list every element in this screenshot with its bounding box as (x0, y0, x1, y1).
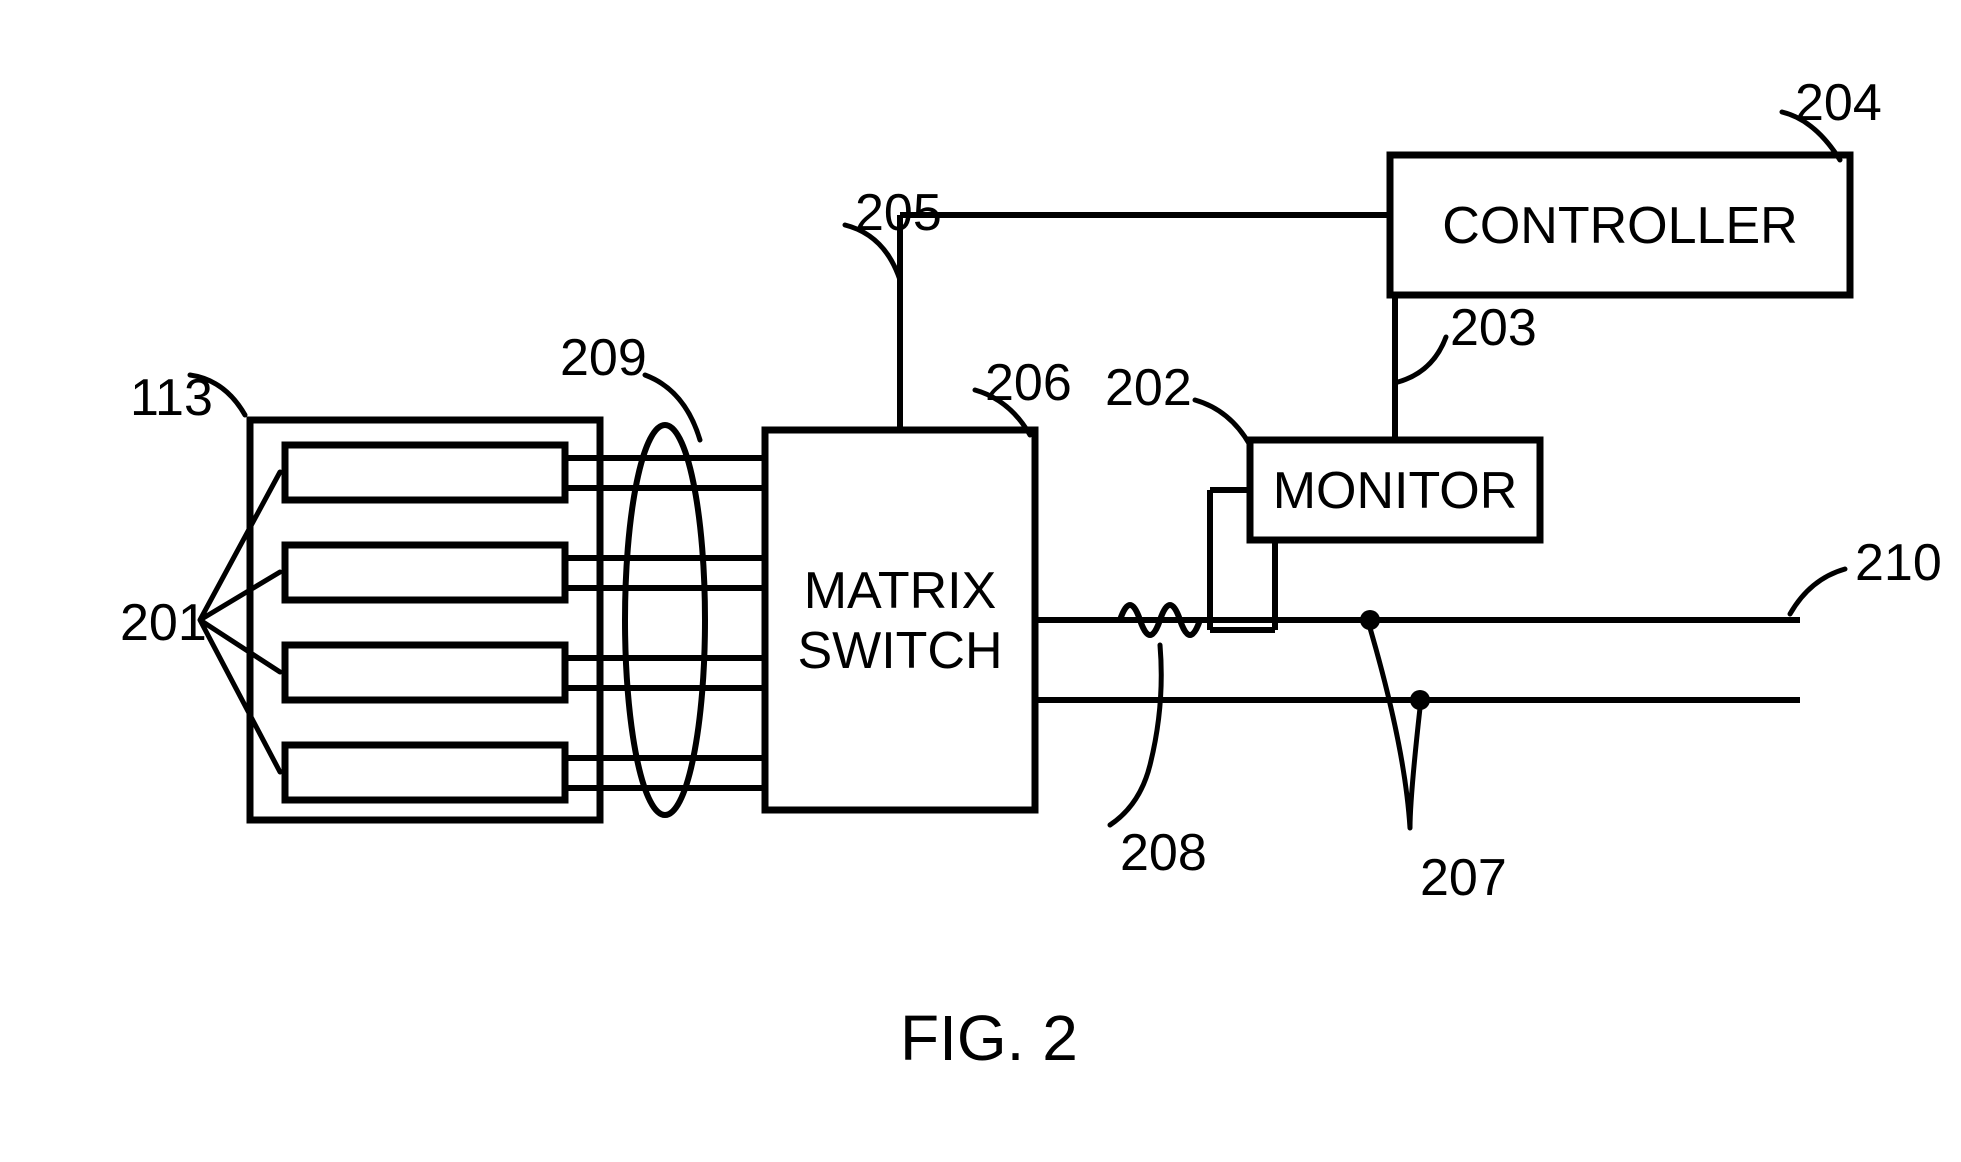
label-202: 202 (1105, 359, 1192, 417)
controller-label: CONTROLLER (1442, 197, 1797, 255)
label-113: 113 (130, 369, 213, 427)
box (285, 745, 565, 800)
figure-caption: FIG. 2 (900, 1002, 1078, 1074)
leader-l203 (1398, 337, 1446, 382)
label-208: 208 (1120, 824, 1207, 882)
leader-l202 (1195, 400, 1250, 445)
label-203: 203 (1450, 299, 1537, 357)
matrix-switch-label-2: SWITCH (797, 622, 1002, 680)
leader-l201 (200, 472, 280, 772)
box (285, 545, 565, 600)
monitor-label: MONITOR (1273, 462, 1518, 520)
label-209: 209 (560, 329, 647, 387)
box (250, 420, 600, 820)
label-205: 205 (855, 184, 942, 242)
leader-l210 (1790, 569, 1845, 614)
label-207: 207 (1420, 849, 1507, 907)
leader-l208 (1110, 645, 1161, 825)
label-206: 206 (985, 354, 1072, 412)
label-204: 204 (1795, 74, 1882, 132)
label-201: 201 (120, 594, 207, 652)
leader-l207 (1370, 628, 1420, 828)
box (285, 645, 565, 700)
matrix-switch-label-1: MATRIX (804, 562, 997, 620)
box (285, 445, 565, 500)
label-210: 210 (1855, 534, 1942, 592)
box (765, 430, 1035, 810)
